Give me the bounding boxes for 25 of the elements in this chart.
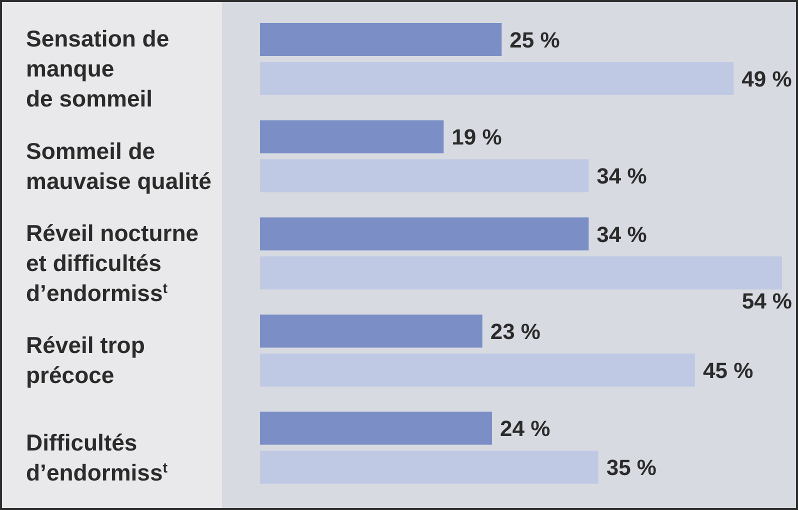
bar xyxy=(260,412,492,445)
data-label: 24 % xyxy=(500,416,550,442)
bar xyxy=(260,23,502,56)
bar xyxy=(260,159,589,192)
y-tick-label: Réveil trop précoce xyxy=(26,332,145,388)
y-tick-label: Difficultés d’endormiss$^{t}$ xyxy=(26,429,168,486)
bar xyxy=(260,120,444,154)
data-label: 49 % xyxy=(742,66,792,92)
data-label: 54 % xyxy=(742,288,792,314)
data-label: 34 % xyxy=(596,164,647,189)
bar xyxy=(260,217,589,250)
data-label: 45 % xyxy=(703,358,754,384)
bar xyxy=(260,314,482,348)
y-tick-label: Sommeil de mauvaise qualité xyxy=(26,138,212,194)
y-tick-label: Réveil nocturne et difficultés d’endormiss$^{t}$ xyxy=(26,220,199,306)
bar xyxy=(260,62,734,95)
data-label: 35 % xyxy=(606,455,656,480)
bar xyxy=(260,354,695,387)
y-tick-label: Sensation de manque de sommeil xyxy=(26,26,170,112)
data-label: 23 % xyxy=(490,319,540,344)
data-label: 34 % xyxy=(596,222,647,247)
bar xyxy=(260,256,782,290)
data-label: 25 % xyxy=(510,27,560,52)
bar xyxy=(260,450,598,484)
data-label: 19 % xyxy=(452,124,502,150)
